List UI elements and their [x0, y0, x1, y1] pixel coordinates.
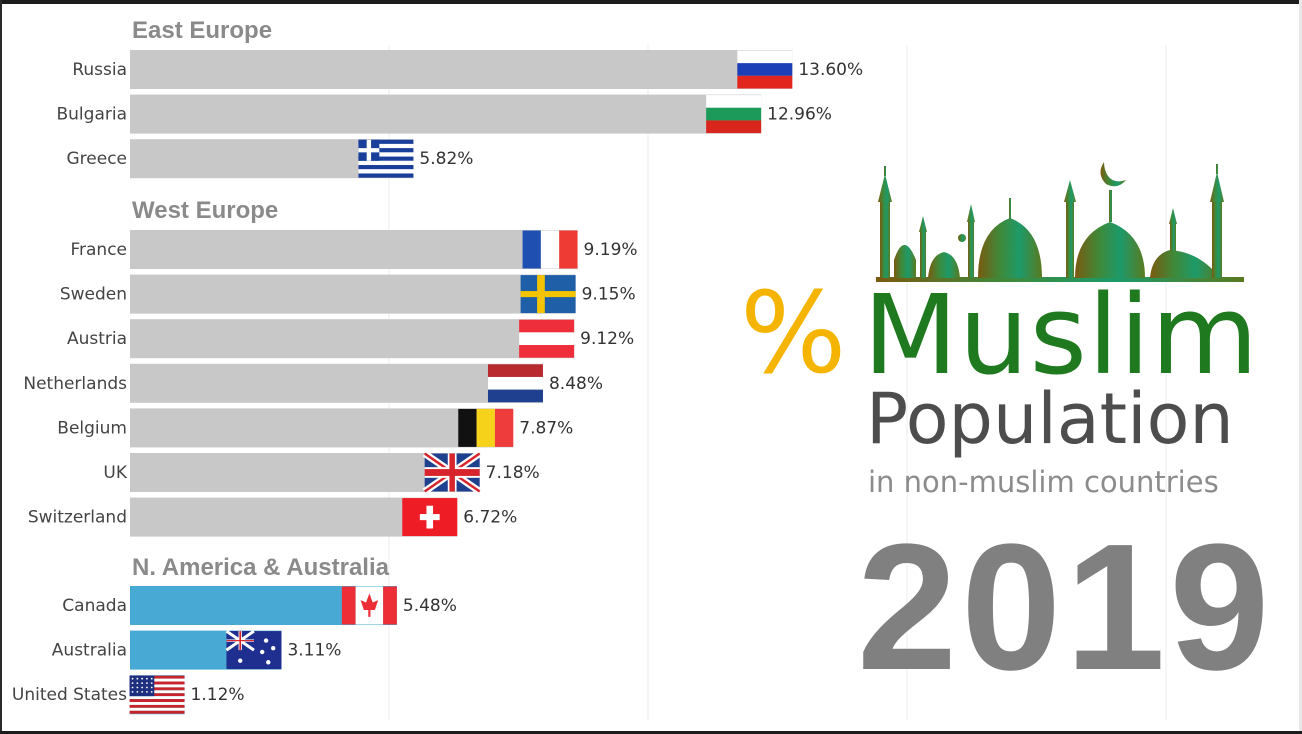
- year-display: 2019: [857, 507, 1274, 708]
- value-label: 13.60%: [798, 60, 863, 80]
- category-label: UK: [103, 463, 127, 483]
- australia-flag-icon: [225, 629, 282, 670]
- category-label: Australia: [52, 641, 127, 661]
- bar-france: [130, 230, 578, 269]
- usa-flag-icon: [129, 675, 185, 714]
- bar-belgium: [130, 408, 514, 448]
- value-label: 3.11%: [287, 641, 341, 661]
- bar-netherlands: [130, 363, 543, 403]
- bar-russia: [130, 50, 793, 89]
- value-label: 5.48%: [403, 596, 457, 616]
- belgium-flag-icon: [458, 408, 514, 447]
- bar-uk: [130, 453, 480, 492]
- mosque-silhouette-icon: [876, 162, 1244, 282]
- category-label: Netherlands: [23, 374, 127, 394]
- title-block: % Muslim Population in non-muslim countr…: [720, 140, 1280, 698]
- window-bottom-border: [0, 731, 1302, 734]
- category-label: Austria: [67, 329, 127, 349]
- category-label: United States: [12, 685, 127, 705]
- netherlands-flag-icon: [487, 364, 543, 403]
- category-label: Canada: [62, 596, 127, 616]
- region-title: East Europe: [132, 17, 272, 44]
- value-label: 9.15%: [582, 285, 636, 305]
- value-label: 6.72%: [463, 508, 517, 528]
- window-right-border: [1299, 0, 1302, 734]
- percent-symbol: %: [740, 269, 847, 399]
- region-title: West Europe: [132, 197, 278, 224]
- subtitle: in non-muslim countries: [868, 465, 1219, 499]
- title-population: Population: [866, 378, 1234, 460]
- window-top-border: [0, 0, 1302, 4]
- category-label: Switzerland: [28, 508, 127, 528]
- value-label: 5.82%: [419, 149, 473, 169]
- france-flag-icon: [522, 230, 578, 269]
- bulgaria-flag-icon: [706, 95, 762, 134]
- value-label: 9.12%: [580, 329, 634, 349]
- window-left-border: [0, 0, 2, 734]
- russia-flag-icon: [737, 50, 793, 89]
- austria-flag-icon: [519, 319, 575, 358]
- value-label: 9.19%: [584, 240, 638, 260]
- category-label: Bulgaria: [57, 105, 128, 125]
- category-label: France: [70, 240, 127, 260]
- region-title: N. America & Australia: [132, 554, 390, 581]
- title-muslim: Muslim: [863, 271, 1260, 399]
- uk-flag-icon: [422, 450, 482, 495]
- value-label: 8.48%: [549, 374, 603, 394]
- category-label: Russia: [72, 60, 127, 80]
- switzerland-flag-icon: [402, 498, 458, 537]
- category-label: Belgium: [57, 418, 127, 438]
- value-label: 1.12%: [191, 685, 245, 705]
- canada-flag-icon: [341, 586, 397, 625]
- category-label: Sweden: [60, 285, 127, 305]
- greece-flag-icon: [358, 139, 414, 178]
- bar-bulgaria: [130, 94, 762, 134]
- bar-austria: [130, 319, 575, 359]
- category-label: Greece: [66, 149, 127, 169]
- value-label: 7.18%: [486, 463, 540, 483]
- value-label: 12.96%: [767, 105, 832, 125]
- value-label: 7.87%: [519, 418, 573, 438]
- bar-sweden: [130, 274, 576, 314]
- sweden-flag-icon: [520, 275, 576, 314]
